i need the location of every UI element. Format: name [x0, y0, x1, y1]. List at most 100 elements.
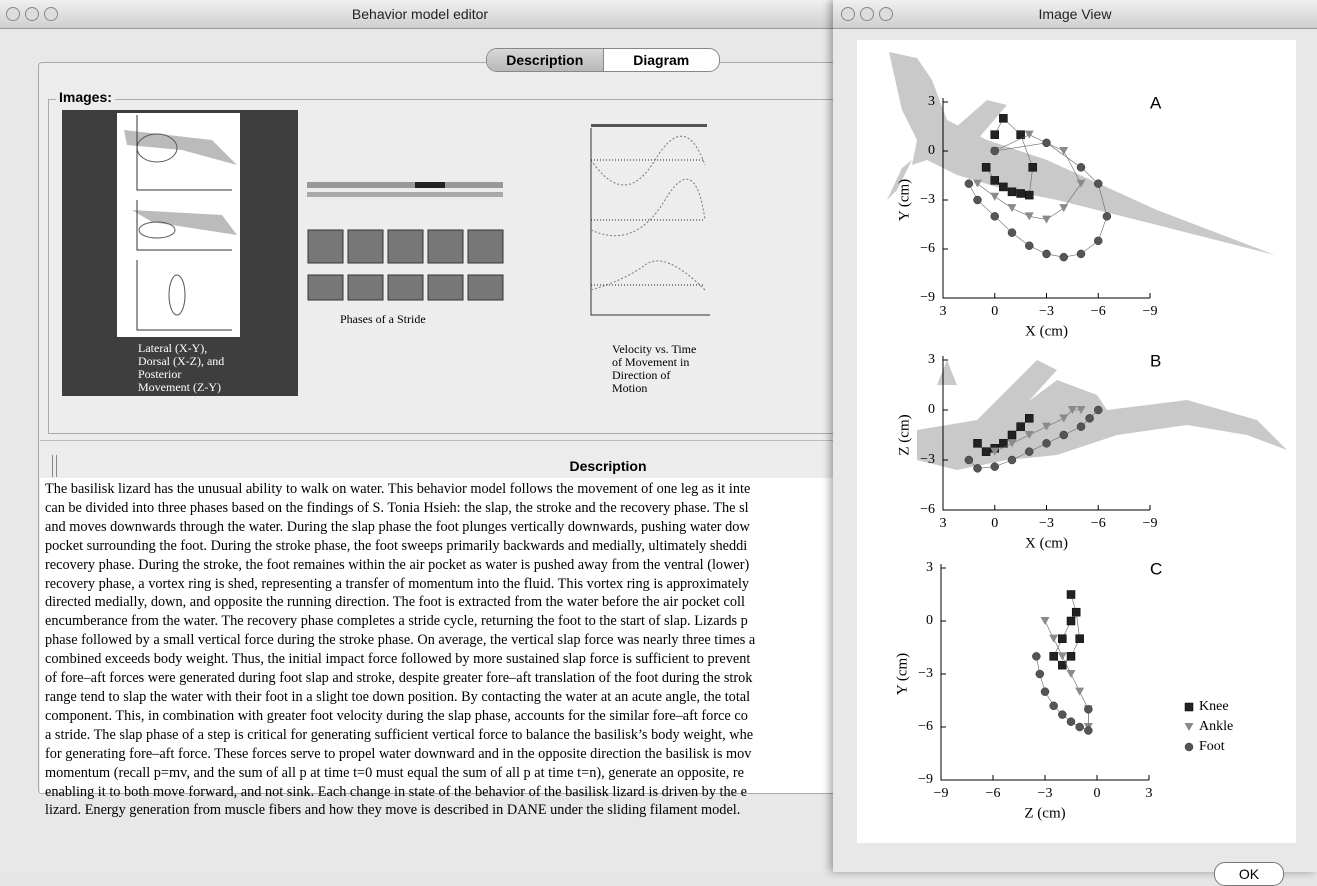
data-point — [1025, 242, 1033, 250]
data-point — [1076, 635, 1084, 643]
window-buttons[interactable] — [841, 7, 898, 26]
data-point — [1029, 163, 1037, 171]
text-line: recovery phase, a vortex ring is shed, r… — [45, 575, 835, 594]
text-line: combined exceeds body weight. Thus, the … — [45, 650, 835, 669]
x-tick-label: 3 — [1146, 786, 1153, 801]
data-point — [1094, 180, 1102, 188]
title-bar: Behavior model editor — [0, 0, 840, 29]
x-tick-label: 3 — [940, 516, 947, 531]
legend-label: Foot — [1199, 739, 1225, 754]
text-line: directed medially, down, and opposite th… — [45, 593, 835, 612]
text-line: phase followed by a small vertical force… — [45, 631, 835, 650]
tab[interactable]: Diagram — [604, 49, 720, 71]
description-heading: Description — [508, 458, 708, 474]
x-tick-label: 0 — [991, 304, 998, 319]
data-point — [1017, 423, 1025, 431]
data-point — [974, 439, 982, 447]
x-tick-label: −3 — [1039, 304, 1054, 319]
y-tick-label: −6 — [920, 241, 935, 256]
text-line: can be divided into three phases based o… — [45, 499, 835, 518]
data-point — [1094, 237, 1102, 245]
data-point — [965, 180, 973, 188]
text-line: pocket surrounding the foot. During the … — [45, 537, 835, 556]
thumbnail[interactable] — [575, 120, 735, 320]
y-tick-label: −6 — [920, 502, 935, 517]
data-point — [991, 147, 999, 155]
data-point — [1032, 652, 1040, 660]
data-point — [1077, 423, 1085, 431]
x-tick-label: 0 — [1094, 786, 1101, 801]
x-tick-label: 3 — [940, 304, 947, 319]
y-tick-label: −9 — [918, 772, 933, 787]
editor-window: Behavior model editor Description Diagra… — [0, 0, 840, 872]
x-tick-label: −6 — [986, 786, 1001, 801]
text-line: Movement (Z-Y) — [138, 381, 224, 394]
legend-marker — [1185, 703, 1193, 711]
text-line: range tend to slap the water with their … — [45, 688, 835, 707]
window-title: Image View — [1039, 6, 1112, 22]
data-point — [1008, 456, 1016, 464]
data-point — [1043, 250, 1051, 258]
y-tick-label: 0 — [928, 143, 935, 158]
x-tick-label: −9 — [934, 786, 949, 801]
ok-button[interactable]: OK — [1214, 862, 1284, 886]
data-point — [999, 114, 1007, 122]
legend-label: Knee — [1199, 699, 1229, 714]
screen: Behavior model editor Description Diagra… — [0, 0, 1317, 872]
description-text: The basilisk lizard has the unusual abil… — [45, 480, 835, 820]
text-line: a stride. The slap phase of a step is cr… — [45, 726, 835, 745]
data-point — [982, 448, 990, 456]
data-point — [1072, 608, 1080, 616]
drag-handle[interactable] — [52, 455, 57, 477]
caption: Phases of a Stride — [340, 312, 426, 327]
data-point — [1008, 229, 1016, 237]
legend-label: Ankle — [1199, 719, 1233, 734]
group-label: Images: — [56, 89, 115, 105]
data-point — [982, 163, 990, 171]
data-point — [1041, 688, 1049, 696]
window-title: Behavior model editor — [352, 6, 488, 22]
text-line: recovery phase. During the stroke, the f… — [45, 556, 835, 575]
y-tick-label: 0 — [926, 613, 933, 628]
data-point — [1076, 723, 1084, 731]
figure: 30−3−6−930−3−6−9X (cm)Y (cm)A30−3−6−930−… — [857, 40, 1296, 843]
x-tick-label: −6 — [1091, 516, 1106, 531]
data-point — [965, 456, 973, 464]
y-tick-label: 3 — [928, 352, 935, 367]
data-point — [1103, 212, 1111, 220]
text-line: enabling it to both move forward, and no… — [45, 783, 835, 802]
data-point — [1058, 711, 1066, 719]
thumbnail[interactable] — [305, 180, 505, 310]
window-buttons[interactable] — [6, 7, 63, 26]
data-point — [1067, 718, 1075, 726]
text-line: Motion — [612, 382, 696, 395]
data-point — [1008, 431, 1016, 439]
x-tick-label: −9 — [1143, 304, 1158, 319]
data-point — [1036, 670, 1044, 678]
y-tick-label: 3 — [928, 94, 935, 109]
legend-marker — [1185, 743, 1193, 751]
data-point — [1094, 406, 1102, 414]
data-point — [1086, 414, 1094, 422]
data-point — [1050, 652, 1058, 660]
data-point — [1077, 250, 1085, 258]
y-axis-label: Y (cm) — [896, 179, 912, 221]
data-point — [1025, 414, 1033, 422]
panel-label: A — [1150, 93, 1162, 112]
tab[interactable]: Description — [487, 49, 604, 71]
y-tick-label: 3 — [926, 560, 933, 575]
x-axis-label: X (cm) — [1025, 323, 1068, 339]
text-line: for generating fore–aft force. These for… — [45, 745, 835, 764]
text-line: lizard. Energy generation from muscle fi… — [45, 801, 835, 820]
splitter[interactable] — [40, 440, 840, 444]
data-point — [991, 212, 999, 220]
data-point — [991, 131, 999, 139]
data-point — [1060, 431, 1068, 439]
data-point — [1058, 635, 1066, 643]
x-tick-label: −9 — [1143, 516, 1158, 531]
data-point — [1050, 702, 1058, 710]
y-tick-label: −6 — [918, 719, 933, 734]
tab-bar: Description Diagram — [486, 48, 720, 72]
